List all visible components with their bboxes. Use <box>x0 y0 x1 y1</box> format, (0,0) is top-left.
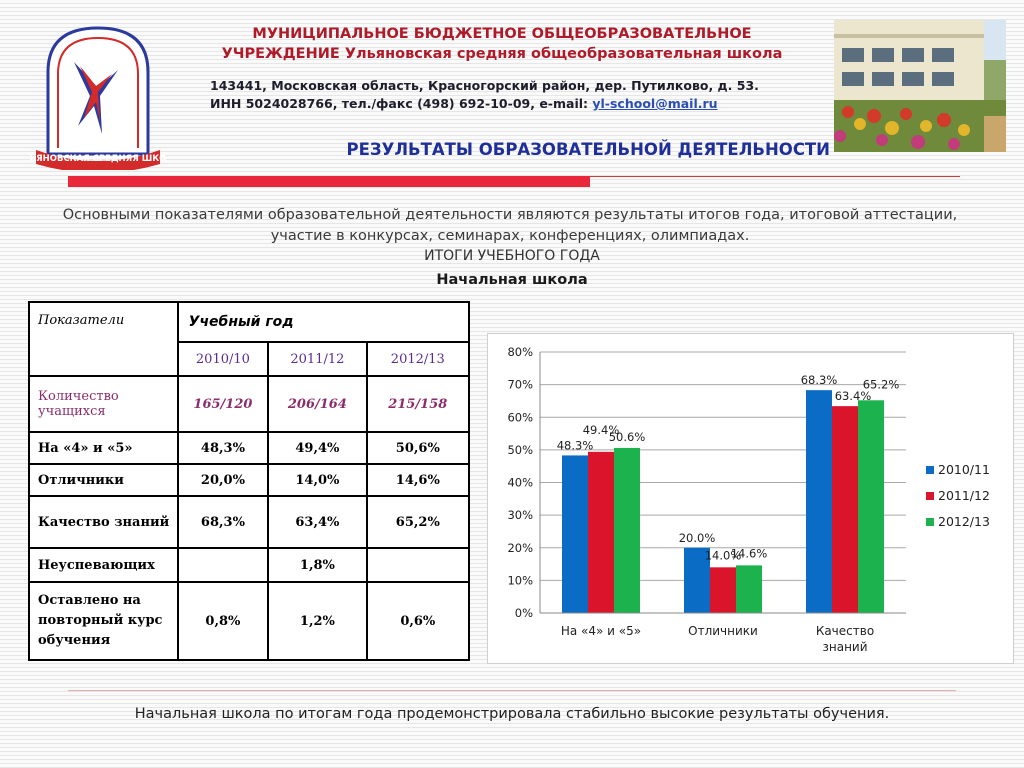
table-header-year: Учебный год <box>176 301 471 343</box>
y-tick-label: 0% <box>515 606 533 620</box>
table-year-2: 2011/12 <box>267 341 368 377</box>
data-label: 49.4% <box>583 423 620 437</box>
table-cell: 14,0% <box>267 463 368 497</box>
table-cell: 50,6% <box>365 431 471 465</box>
data-label: 14.6% <box>731 546 768 560</box>
table-cell <box>365 547 471 583</box>
x-tick-label: Отличники <box>688 624 758 638</box>
y-tick-label: 60% <box>507 410 533 424</box>
table-cell: 0,6% <box>365 581 471 661</box>
table-cell: 206/164 <box>267 375 368 433</box>
data-label: 68.3% <box>801 373 838 387</box>
legend-label: 2012/13 <box>938 514 990 529</box>
table-cell: 165/120 <box>176 375 270 433</box>
table-year-1: 2010/10 <box>176 341 270 377</box>
table-header-indicators: Показатели <box>28 301 179 377</box>
data-label: 65.2% <box>863 377 900 391</box>
y-tick-label: 40% <box>507 476 533 490</box>
table-cell: 14,6% <box>365 463 471 497</box>
address-line: 143441, Московская область, Красногорски… <box>210 78 759 93</box>
contacts-text: ИНН 5024028766, тел./факс (498) 692-10-0… <box>210 96 593 111</box>
table-row-label: Неуспевающих <box>28 547 179 583</box>
institution-title: МУНИЦИПАЛЬНОЕ БЮДЖЕТНОЕ ОБЩЕОБРАЗОВАТЕЛЬ… <box>172 24 832 64</box>
table-cell: 68,3% <box>176 495 270 549</box>
x-tick-label: На «4» и «5» <box>561 624 641 638</box>
results-table: Показатели Учебный год 2010/10 2011/12 2… <box>28 301 471 661</box>
bar <box>562 455 588 613</box>
x-tick-label: знаний <box>822 640 867 654</box>
bar <box>588 451 614 613</box>
page-heading: РЕЗУЛЬТАТЫ ОБРАЗОВАТЕЛЬНОЙ ДЕЯТЕЛЬНОСТИ <box>346 140 830 159</box>
table-cell: 20,0% <box>176 463 270 497</box>
table-row-label: На «4» и «5» <box>28 431 179 465</box>
y-tick-label: 20% <box>507 541 533 555</box>
header-divider-bar <box>68 176 590 187</box>
legend-swatch <box>926 518 934 526</box>
table-cell: 0,8% <box>176 581 270 661</box>
table-row-label: Отличники <box>28 463 179 497</box>
table-cell: 1,2% <box>267 581 368 661</box>
y-tick-label: 30% <box>507 508 533 522</box>
intro-paragraph: Основными показателями образовательной д… <box>62 207 958 244</box>
school-logo: УЛЬЯНОВСКАЯ СРЕДНЯЯ ШКОЛА <box>16 22 180 173</box>
footer-divider <box>68 690 956 691</box>
y-tick-label: 80% <box>507 345 533 359</box>
school-photo <box>834 20 1006 152</box>
table-cell: 65,2% <box>365 495 471 549</box>
data-label: 20.0% <box>679 531 716 545</box>
legend-swatch <box>926 492 934 500</box>
data-label: 48.3% <box>557 438 594 452</box>
data-label: 63.4% <box>835 389 872 403</box>
logo-ribbon-text: УЛЬЯНОВСКАЯ СРЕДНЯЯ ШКОЛА <box>30 154 166 164</box>
section-title: ИТОГИ УЧЕБНОГО ГОДА <box>424 248 600 264</box>
table-cell <box>176 547 270 583</box>
institution-title-line2: УЧРЕЖДЕНИЕ Ульяновская средняя общеобраз… <box>221 46 783 62</box>
y-tick-label: 50% <box>507 443 533 457</box>
legend-swatch <box>926 466 934 474</box>
table-cell: 63,4% <box>267 495 368 549</box>
bar <box>684 547 710 613</box>
table-cell: 1,8% <box>267 547 368 583</box>
institution-contacts: 143441, Московская область, Красногорски… <box>210 77 840 113</box>
contacts-line: ИНН 5024028766, тел./факс (498) 692-10-0… <box>210 95 840 113</box>
bar <box>858 400 884 613</box>
section-subtitle: Начальная школа <box>436 272 588 288</box>
bar <box>832 406 858 613</box>
legend-label: 2010/11 <box>938 462 990 477</box>
results-chart-svg: 0% 10% 20% 30% 40% 50% 60% 70% 80% 48.3%49.4%50.6… <box>507 345 990 654</box>
table-cell: 49,4% <box>267 431 368 465</box>
data-label: 50.6% <box>609 430 646 444</box>
legend-label: 2011/12 <box>938 488 990 503</box>
table-row-label: Оставлено на повторный курс обучения <box>28 581 179 661</box>
bar <box>806 390 832 613</box>
bar <box>736 565 762 613</box>
x-tick-label: Качество <box>816 624 874 638</box>
data-label: 14.0% <box>705 548 742 562</box>
table-cell: 215/158 <box>365 375 471 433</box>
table-cell: 48,3% <box>176 431 270 465</box>
table-row-label: Качество знаний <box>28 495 179 549</box>
table-row-label: Количество учащихся <box>28 375 179 433</box>
y-tick-label: 10% <box>507 573 533 587</box>
email-link[interactable]: yl-school@mail.ru <box>592 96 718 111</box>
bar <box>614 447 640 613</box>
header-divider-line <box>590 176 960 177</box>
institution-title-line1: МУНИЦИПАЛЬНОЕ БЮДЖЕТНОЕ ОБЩЕОБРАЗОВАТЕЛЬ… <box>252 26 752 42</box>
table-year-3: 2012/13 <box>365 341 471 377</box>
y-tick-label: 70% <box>507 378 533 392</box>
results-chart: 0% 10% 20% 30% 40% 50% 60% 70% 80% 48.3% 49.4% 50.6… <box>487 333 1014 664</box>
bar <box>710 567 736 613</box>
conclusion-text: Начальная школа по итогам года продемонс… <box>134 706 890 722</box>
